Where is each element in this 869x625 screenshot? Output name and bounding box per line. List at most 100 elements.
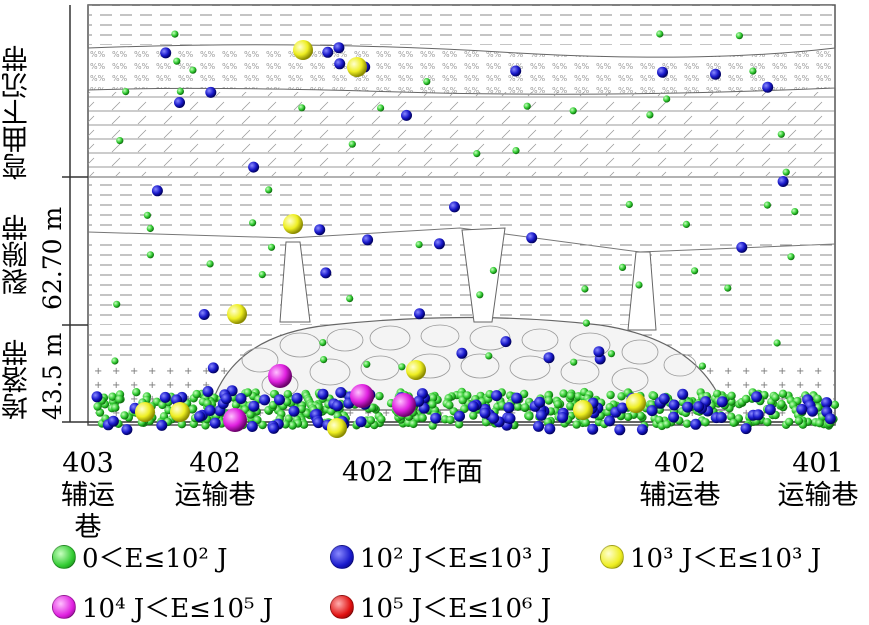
event-sphere-green: [523, 102, 531, 110]
event-sphere-green: [320, 356, 328, 364]
event-sphere-green: [635, 281, 643, 289]
event-sphere-green: [519, 389, 529, 399]
event-sphere-blue: [526, 232, 538, 244]
event-sphere-blue: [824, 413, 836, 425]
legend-item-blue: 10² J＜E≤10³ J: [330, 538, 551, 575]
event-sphere-green: [319, 339, 327, 347]
blue-sphere-icon: [330, 544, 354, 569]
roadway-403-aux: 403 辅运巷: [48, 448, 128, 544]
roadway-401-trans: 401 运输巷: [768, 448, 868, 512]
event-sphere-blue: [503, 402, 515, 414]
event-sphere-green: [460, 404, 469, 414]
event-sphere-green: [249, 219, 257, 227]
event-sphere-yellow: [626, 393, 646, 413]
event-sphere-blue: [657, 66, 668, 78]
roadway-403-number: 403: [62, 448, 114, 479]
event-sphere-blue: [268, 422, 280, 434]
event-sphere-green: [559, 389, 568, 398]
event-sphere-magenta: [392, 393, 416, 417]
event-sphere-green: [177, 420, 187, 429]
event-sphere-green: [624, 412, 633, 422]
event-sphere-blue: [151, 185, 163, 197]
event-sphere-green: [298, 104, 306, 112]
event-sphere-green: [281, 420, 290, 429]
event-sphere-blue: [677, 388, 689, 400]
event-sphere-blue: [604, 415, 616, 427]
event-sphere-green: [581, 418, 590, 427]
event-sphere-blue: [202, 386, 214, 397]
event-sphere-green: [473, 150, 481, 158]
event-sphere-green: [265, 186, 273, 194]
event-sphere-green: [513, 402, 523, 411]
zone-fracture-label: 裂隙带: [2, 214, 33, 295]
event-sphere-blue: [456, 347, 468, 359]
event-sphere-green: [771, 393, 780, 402]
event-sphere-yellow: [347, 57, 367, 77]
event-sphere-blue: [535, 409, 547, 421]
event-sphere-blue: [614, 424, 626, 436]
event-sphere-yellow: [327, 418, 347, 438]
legend-label-green: 0＜E≤10² J: [82, 544, 228, 574]
event-sphere-blue: [159, 391, 171, 403]
event-sphere-blue: [248, 161, 260, 173]
event-sphere-green: [544, 396, 553, 405]
event-sphere-green: [607, 350, 616, 358]
event-sphere-blue: [467, 401, 479, 412]
event-sphere-blue: [740, 423, 752, 435]
event-sphere-green: [446, 415, 455, 425]
event-sphere-blue: [593, 346, 605, 358]
event-sphere-blue: [194, 411, 206, 422]
event-sphere-green: [701, 418, 710, 427]
event-sphere-green: [366, 416, 376, 425]
yellow-sphere-icon: [600, 544, 624, 569]
event-sphere-green: [581, 285, 589, 293]
event-sphere-blue: [587, 423, 599, 435]
event-sphere-blue: [335, 387, 347, 398]
event-sphere-blue: [430, 412, 442, 424]
event-sphere-green: [553, 400, 563, 409]
event-sphere-yellow: [170, 402, 190, 422]
event-sphere-green: [476, 291, 484, 299]
event-sphere-blue: [557, 412, 569, 423]
event-sphere-green: [173, 57, 181, 65]
event-sphere-blue: [355, 416, 367, 428]
event-sphere-blue: [616, 402, 628, 414]
event-sphere-green: [108, 392, 117, 401]
legend-item-yellow: 10³ J＜E≤10³ J: [600, 538, 821, 575]
event-sphere-green: [189, 66, 197, 74]
event-sphere-blue: [752, 409, 764, 421]
legend-label-magenta: 10⁴ J＜E≤10⁵ J: [82, 594, 274, 624]
event-sphere-blue: [762, 81, 774, 93]
event-sphere-green: [636, 411, 645, 420]
event-sphere-green: [469, 411, 478, 420]
event-sphere-blue: [807, 405, 818, 417]
event-sphere-blue: [543, 352, 555, 364]
event-sphere-green: [188, 405, 197, 414]
event-sphere-green: [363, 360, 371, 368]
event-sphere-blue: [414, 308, 425, 320]
event-sphere-green: [288, 421, 297, 430]
event-sphere-blue: [160, 47, 172, 59]
event-sphere-green: [777, 399, 786, 409]
event-sphere-blue: [682, 401, 694, 413]
event-sphere-blue: [710, 68, 721, 80]
event-sphere-blue: [488, 412, 500, 424]
event-sphere-green: [566, 401, 575, 411]
event-sphere-blue: [690, 418, 702, 430]
event-sphere-blue: [693, 401, 705, 413]
event-sphere-green: [428, 400, 437, 409]
event-sphere-blue: [291, 392, 303, 404]
event-sphere-yellow: [283, 214, 303, 234]
event-sphere-blue: [796, 403, 808, 415]
event-sphere-green: [267, 243, 276, 251]
event-sphere-green: [398, 363, 406, 371]
event-sphere-green: [724, 284, 732, 292]
roadway-402-trans-number: 402: [189, 448, 241, 479]
red-sphere-icon: [330, 594, 354, 619]
event-sphere-green: [454, 420, 464, 429]
event-sphere-green: [346, 295, 354, 303]
event-sphere-green: [246, 410, 255, 419]
event-sphere-green: [445, 401, 454, 410]
event-sphere-green: [625, 200, 633, 209]
